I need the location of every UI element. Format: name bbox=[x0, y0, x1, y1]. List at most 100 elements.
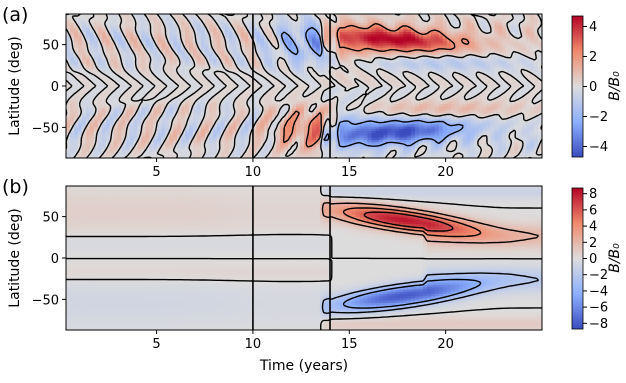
heatmap-cell bbox=[363, 32, 369, 35]
heatmap-cell bbox=[502, 65, 507, 69]
heatmap-cell bbox=[264, 86, 269, 89]
heatmap-cell bbox=[204, 56, 210, 60]
heatmap-cell bbox=[216, 61, 222, 65]
heatmap-cell bbox=[442, 45, 448, 49]
heatmap-cell bbox=[478, 63, 484, 67]
heatmap-cell bbox=[510, 63, 515, 67]
heatmap-cell bbox=[514, 43, 519, 47]
heatmap-cell bbox=[192, 43, 198, 47]
heatmap-cell bbox=[121, 74, 127, 78]
heatmap-cell bbox=[276, 81, 281, 85]
heatmap-cell bbox=[133, 101, 138, 105]
heatmap-cell bbox=[311, 79, 317, 83]
heatmap-cell bbox=[109, 79, 115, 83]
heatmap-cell bbox=[415, 45, 420, 49]
heatmap-cell bbox=[236, 97, 242, 101]
heatmap-cell bbox=[268, 27, 273, 31]
heatmap-cell bbox=[470, 29, 476, 33]
heatmap-cell bbox=[474, 32, 480, 35]
heatmap-cell bbox=[438, 88, 444, 92]
heatmap-cell bbox=[188, 88, 194, 92]
heatmap-cell bbox=[228, 43, 234, 47]
heatmap-cell bbox=[387, 74, 392, 78]
heatmap-cell bbox=[181, 79, 186, 83]
heatmap-cell bbox=[474, 34, 480, 38]
heatmap-cell bbox=[173, 101, 178, 105]
heatmap-cell bbox=[498, 104, 503, 107]
heatmap-cell bbox=[335, 32, 341, 35]
heatmap-cell bbox=[419, 20, 424, 24]
heatmap-cell bbox=[181, 25, 186, 29]
heatmap-cell bbox=[411, 52, 416, 56]
heatmap-cell bbox=[196, 34, 202, 38]
heatmap-cell bbox=[339, 36, 345, 40]
heatmap-cell bbox=[200, 45, 206, 49]
heatmap-cell bbox=[137, 52, 142, 56]
heatmap-cell bbox=[272, 88, 277, 92]
heatmap-cell bbox=[502, 97, 507, 101]
heatmap-cell bbox=[292, 47, 297, 51]
heatmap-cell bbox=[300, 104, 305, 107]
heatmap-cell bbox=[331, 86, 337, 89]
heatmap-cell bbox=[363, 97, 369, 101]
heatmap-cell bbox=[450, 83, 456, 87]
heatmap-cell bbox=[276, 34, 281, 38]
heatmap-cell bbox=[506, 101, 511, 105]
heatmap-cell bbox=[518, 70, 523, 74]
heatmap-cell bbox=[415, 34, 420, 38]
heatmap-cell bbox=[335, 65, 341, 69]
heatmap-cell bbox=[101, 90, 107, 94]
heatmap-cell bbox=[236, 52, 242, 56]
heatmap-cell bbox=[208, 74, 214, 78]
heatmap-cell bbox=[411, 104, 416, 107]
heatmap-cell bbox=[438, 43, 444, 47]
heatmap-cell bbox=[399, 52, 404, 56]
heatmap-cell bbox=[101, 95, 107, 98]
heatmap-cell bbox=[419, 83, 424, 87]
heatmap-cell bbox=[252, 29, 257, 33]
heatmap-cell bbox=[97, 27, 103, 31]
heatmap-cell bbox=[149, 59, 154, 62]
heatmap-cell bbox=[288, 63, 293, 67]
heatmap-cell bbox=[292, 50, 297, 53]
heatmap-cell bbox=[272, 65, 277, 69]
heatmap-cell bbox=[101, 77, 107, 80]
heatmap-cell bbox=[288, 20, 293, 24]
heatmap-cell bbox=[323, 52, 329, 56]
heatmap-cell bbox=[490, 92, 495, 96]
heatmap-cell bbox=[252, 52, 257, 56]
heatmap-cell bbox=[423, 104, 428, 107]
heatmap-cell bbox=[474, 88, 480, 92]
heatmap-cell bbox=[434, 61, 440, 65]
heatmap-cell bbox=[200, 68, 206, 71]
heatmap-cell bbox=[220, 23, 226, 26]
heatmap-cell bbox=[399, 43, 404, 47]
heatmap-cell bbox=[315, 68, 321, 71]
heatmap-cell bbox=[494, 83, 499, 87]
heatmap-cell bbox=[224, 90, 230, 94]
heatmap-cell bbox=[181, 88, 186, 92]
heatmap-cell bbox=[367, 99, 373, 103]
heatmap-cell bbox=[69, 65, 75, 69]
heatmap-cell bbox=[478, 20, 484, 24]
heatmap-cell bbox=[185, 97, 190, 101]
heatmap-cell bbox=[153, 18, 158, 22]
heatmap-cell bbox=[454, 99, 460, 103]
heatmap-cell bbox=[89, 90, 95, 94]
heatmap-cell bbox=[391, 72, 396, 76]
heatmap-cell bbox=[200, 50, 206, 53]
heatmap-cell bbox=[240, 72, 246, 76]
heatmap-cell bbox=[268, 104, 273, 107]
heatmap-cell bbox=[244, 61, 250, 65]
heatmap-cell bbox=[208, 14, 214, 17]
heatmap-cell bbox=[331, 34, 337, 38]
heatmap-cell bbox=[272, 56, 277, 60]
heatmap-cell bbox=[351, 92, 357, 96]
heatmap-cell bbox=[403, 29, 408, 33]
heatmap-cell bbox=[85, 99, 91, 103]
heatmap-cell bbox=[474, 99, 480, 103]
heatmap-cell bbox=[538, 14, 542, 17]
heatmap-cell bbox=[466, 54, 472, 58]
heatmap-cell bbox=[66, 79, 71, 83]
heatmap-cell bbox=[411, 43, 416, 47]
